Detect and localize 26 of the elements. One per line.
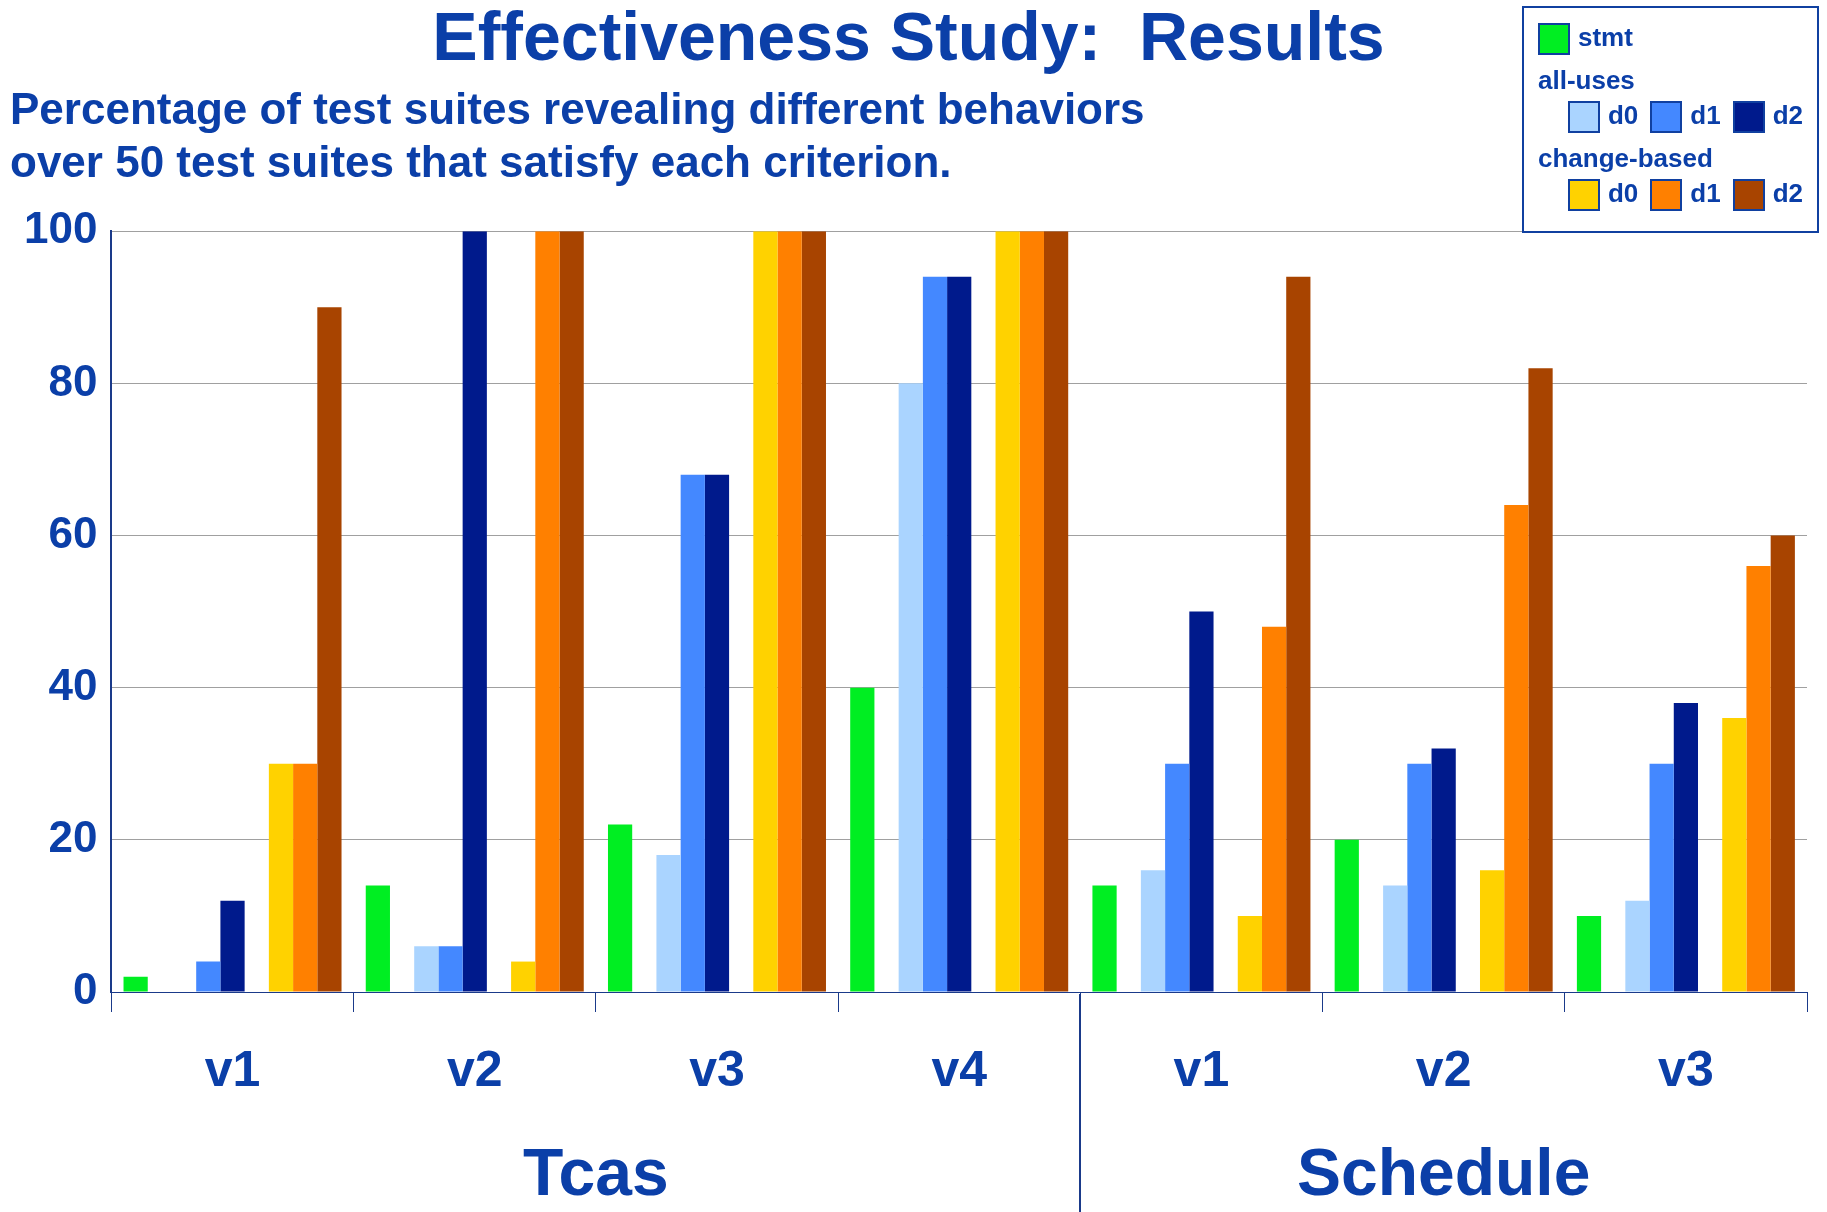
y-tick-label: 40 [48, 659, 98, 709]
text: Tcas [523, 1135, 669, 1210]
text: change-based [1537, 143, 1714, 175]
legend-label: d2 [1771, 178, 1803, 211]
legend-label: d1 [1689, 100, 1721, 133]
legend-label: d0 [1606, 100, 1639, 133]
x-tick-label: v2 [446, 1040, 503, 1097]
y-tick-label: 100 [23, 203, 98, 253]
x-tick-label: v1 [204, 1040, 261, 1097]
y-tick-label: 60 [48, 507, 98, 557]
x-tick-label: v4 [931, 1040, 988, 1097]
legend-label: d1 [1689, 178, 1721, 211]
x-tick-label: v2 [1415, 1040, 1472, 1097]
x-tick-label: v3 [1658, 1040, 1714, 1097]
text: all-uses [1537, 65, 1636, 97]
legend-label: stmt [1576, 22, 1633, 54]
y-tick-label: 20 [48, 811, 98, 861]
x-tick-label: v1 [1173, 1040, 1230, 1097]
legend-label: d0 [1606, 178, 1639, 211]
x-tick-label: v3 [689, 1040, 745, 1097]
legend-label: d2 [1771, 100, 1803, 133]
text: Schedule [1296, 1135, 1591, 1210]
y-tick-label: 0 [72, 964, 98, 1014]
chart-title: Effectiveness Study: Results [432, 0, 1385, 74]
chart-subtitle: Percentage of test suites revealing different behaviors over 50 test suites that satisfy each criterion. [10, 84, 1145, 186]
y-tick-label: 80 [48, 355, 98, 405]
